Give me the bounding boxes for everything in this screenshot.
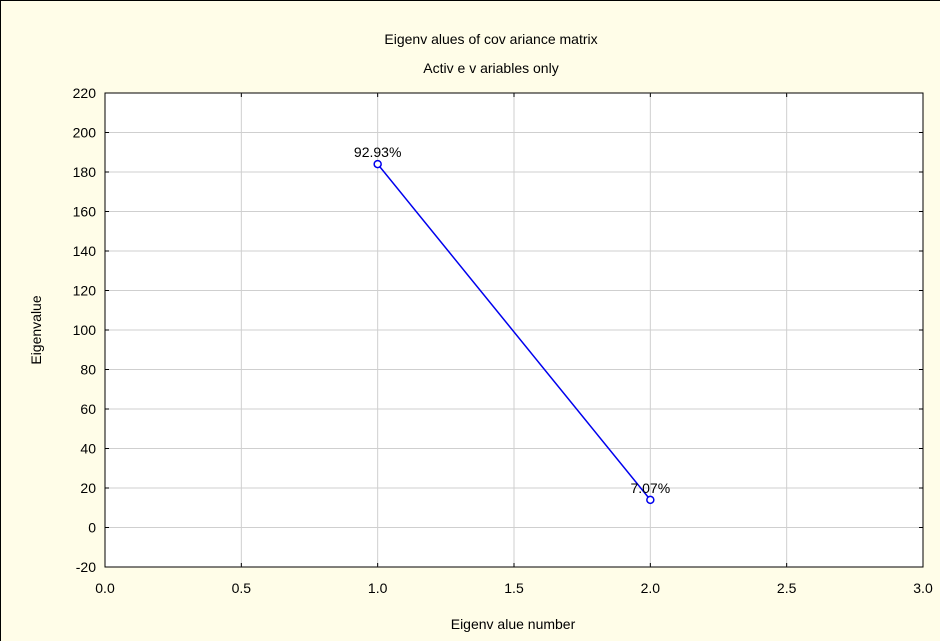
- y-tick-label: 80: [80, 362, 96, 378]
- y-tick-label: 220: [73, 85, 97, 101]
- x-tick-label: 1.5: [504, 580, 524, 596]
- x-tick-label: 1.0: [368, 580, 388, 596]
- x-tick-label: 2.5: [777, 580, 797, 596]
- x-tick-label: 3.0: [913, 580, 933, 596]
- data-point: [646, 495, 655, 505]
- x-tick-label: 0.5: [232, 580, 252, 596]
- y-tick-label: -20: [76, 559, 96, 575]
- data-label: 92.93%: [354, 144, 401, 160]
- y-tick-label: 100: [73, 322, 97, 338]
- y-tick-label: 180: [73, 164, 97, 180]
- data-label: 7.07%: [630, 480, 670, 496]
- x-tick-label: 2.0: [641, 580, 661, 596]
- series-line: [377, 163, 651, 501]
- axis-ticks: 0.0 0.5 1.0 1.5 2.0 2.5 3.0 -20 0 20 40 60 80 100 120 1…: [73, 85, 933, 596]
- x-tick-label: 0.0: [95, 580, 115, 596]
- chart-title: Eigenv alues of cov ariance matrix: [384, 31, 597, 47]
- series-layer: 92.93% 7.07%: [354, 144, 670, 505]
- x-axis-title: Eigenv alue number: [451, 616, 576, 632]
- y-tick-label: 20: [80, 480, 96, 496]
- y-tick-label: 40: [80, 441, 96, 457]
- y-tick-label: 160: [73, 204, 97, 220]
- y-axis-title: Eigenvalue: [28, 295, 44, 364]
- y-tick-label: 140: [73, 243, 97, 259]
- chart-subtitle: Activ e v ariables only: [423, 60, 558, 76]
- y-tick-label: 60: [80, 401, 96, 417]
- y-tick-label: 200: [73, 125, 97, 141]
- y-tick-label: 120: [73, 283, 97, 299]
- y-tick-label: 0: [88, 520, 96, 536]
- data-point: [373, 159, 382, 169]
- grid: [105, 93, 923, 567]
